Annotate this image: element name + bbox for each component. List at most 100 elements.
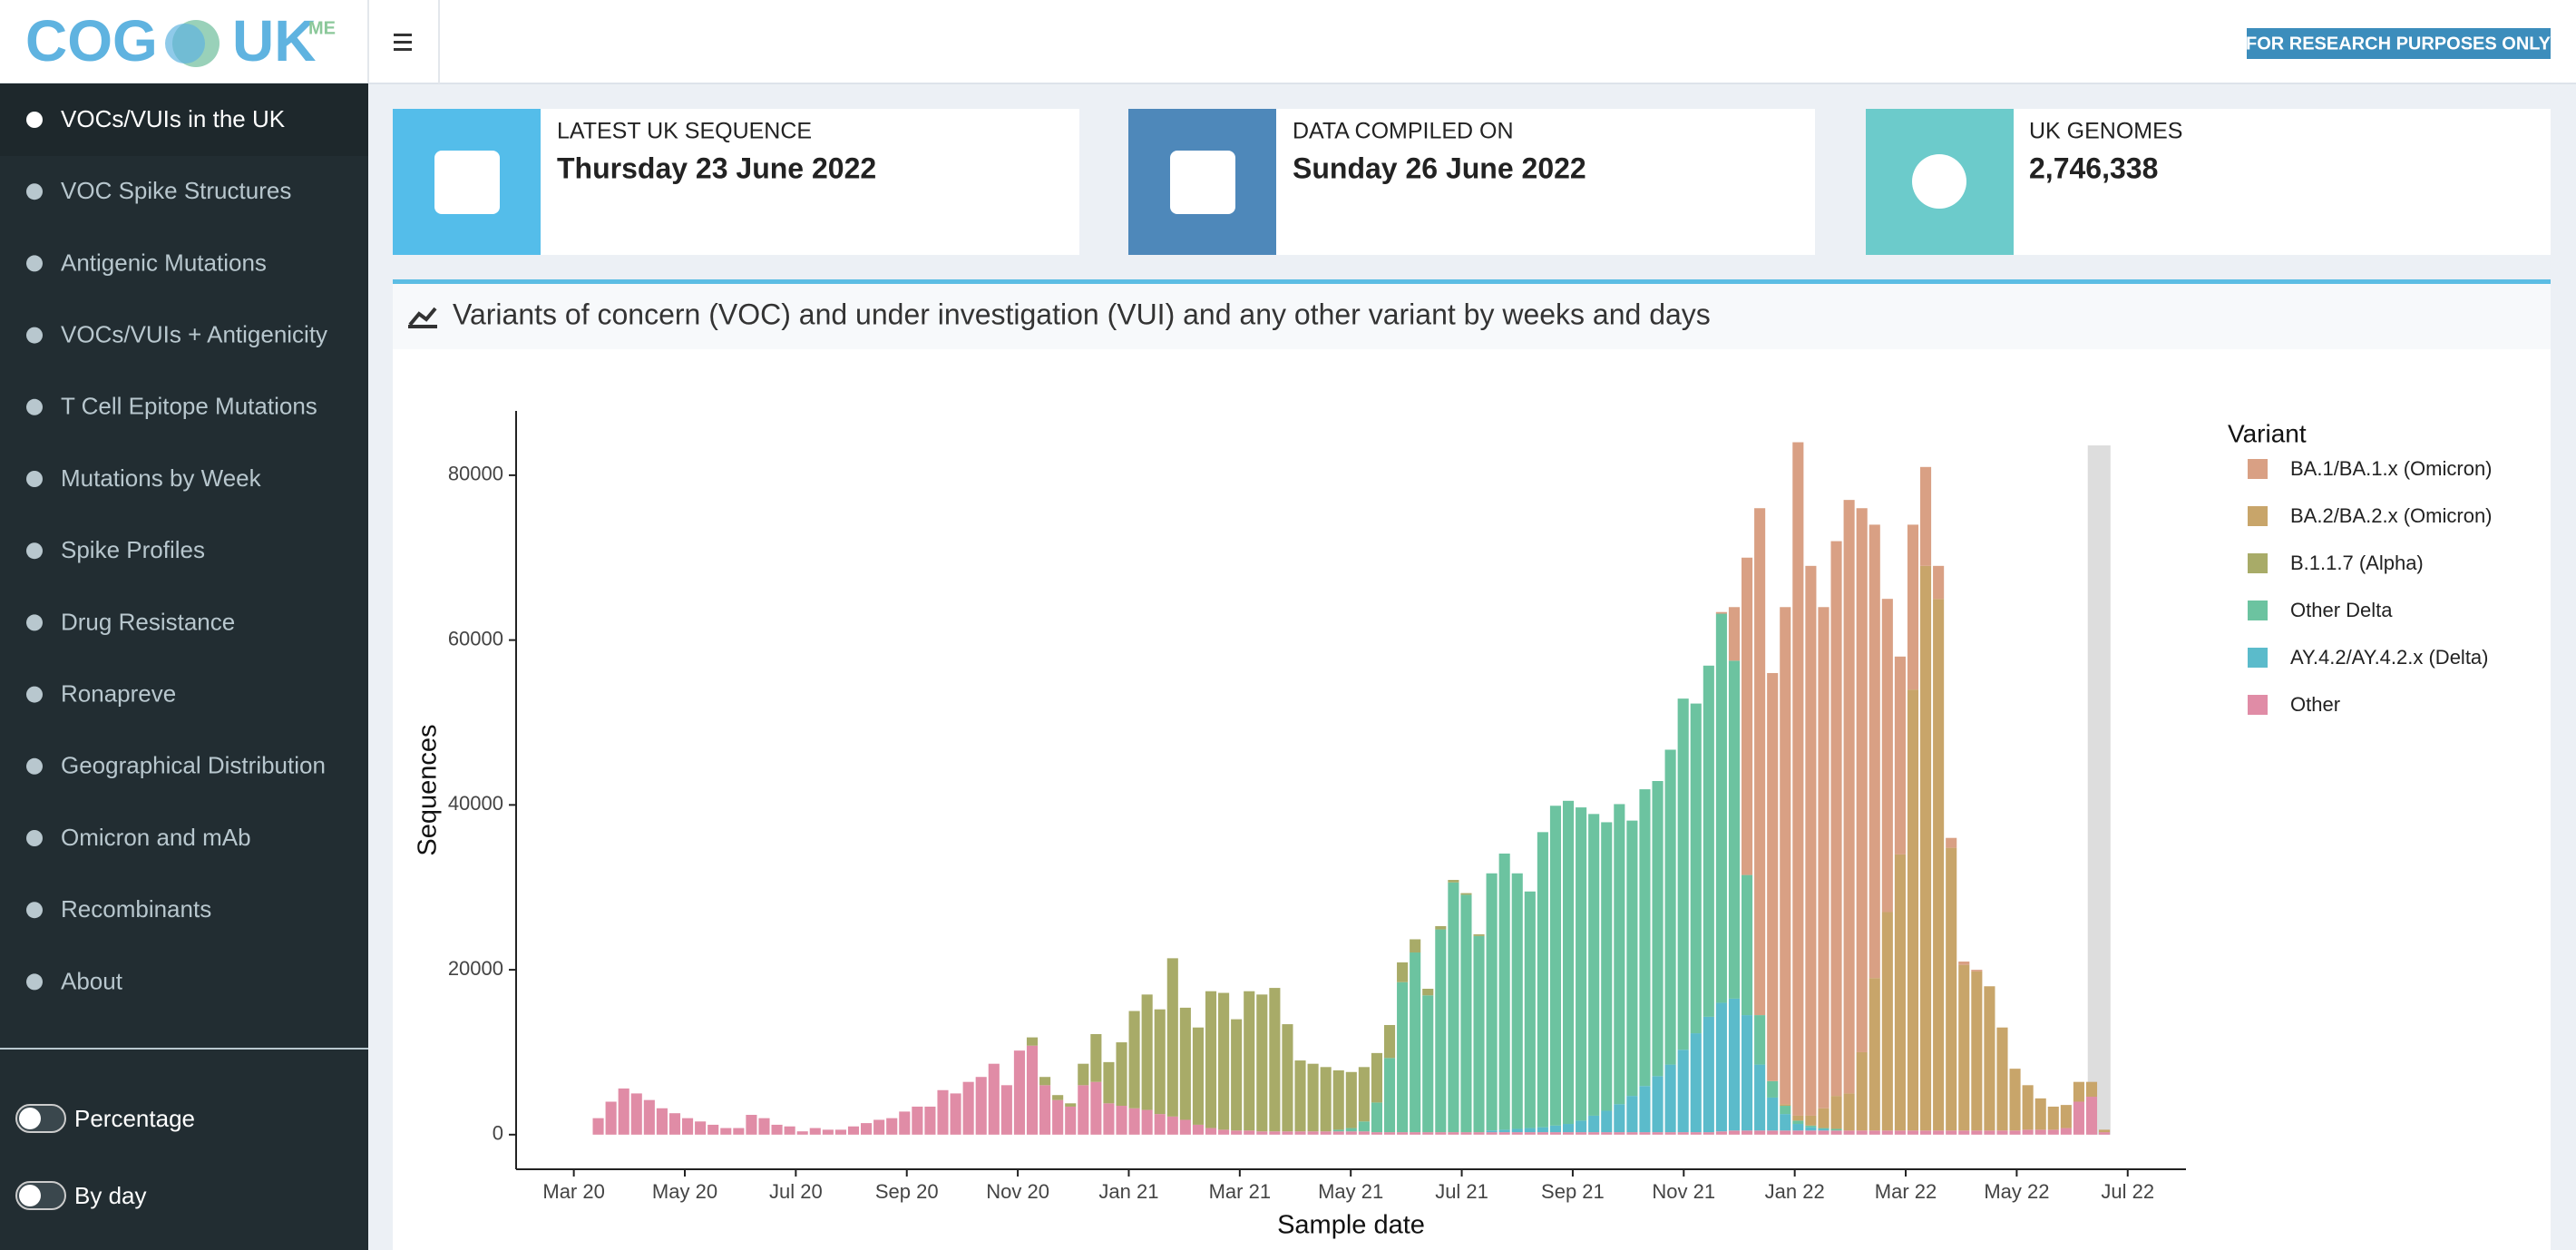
sidebar-item[interactable]: Drug Resistance xyxy=(26,608,235,635)
bar-segment xyxy=(1626,820,1638,1097)
sidebar-item[interactable]: VOCs/VUIs + Antigenicity xyxy=(26,320,327,347)
hamburger-line xyxy=(394,48,412,51)
bar-segment xyxy=(1383,1024,1396,1059)
sidebar-item[interactable]: VOCs/VUIs in the UK xyxy=(26,105,286,132)
bar-segment xyxy=(1448,880,1459,883)
bar-segment xyxy=(1460,894,1472,1133)
legend-item[interactable]: Other Delta xyxy=(2248,599,2393,621)
bar-segment xyxy=(1345,1071,1357,1128)
bar-segment xyxy=(1435,929,1447,1133)
card-label: UK GENOMES xyxy=(2029,119,2182,144)
menu-toggle[interactable] xyxy=(394,34,412,51)
toggle[interactable]: By day xyxy=(15,1181,147,1210)
bar-segment xyxy=(1562,800,1575,1125)
bar-segment xyxy=(1294,1060,1306,1132)
bar-segment xyxy=(1103,1061,1115,1104)
logo[interactable]: COG UK ME xyxy=(25,8,336,73)
sidebar-item[interactable]: VOC Spike Structures xyxy=(26,177,291,204)
bar-segment xyxy=(1767,672,1779,1081)
bar-segment xyxy=(1588,1115,1600,1133)
bar-segment xyxy=(1984,1130,1995,1135)
menu-label: VOCs/VUIs in the UK xyxy=(61,105,286,132)
legend-item[interactable]: BA.2/BA.2.x (Omicron) xyxy=(2248,504,2493,527)
x-tick-label: Nov 20 xyxy=(986,1180,1049,1203)
bar-segment xyxy=(1026,1045,1039,1135)
bar-segment xyxy=(1639,789,1651,1087)
bar-segment xyxy=(746,1115,757,1135)
legend-item[interactable]: B.1.1.7 (Alpha) xyxy=(2248,552,2424,574)
highlight-band xyxy=(2087,445,2111,1135)
bar-segment xyxy=(1486,873,1498,1131)
bar-segment xyxy=(1830,1130,1842,1135)
bar-segment xyxy=(2022,1129,2034,1135)
legend-swatch xyxy=(2248,459,2268,479)
legend-swatch xyxy=(2248,648,2268,668)
bar-segment xyxy=(1078,1063,1089,1086)
bar-segment xyxy=(1576,807,1587,1121)
bar-segment xyxy=(1741,557,1753,875)
bar-segment xyxy=(1269,1131,1281,1135)
bar-segment xyxy=(771,1124,783,1135)
bar-segment xyxy=(1639,1132,1651,1135)
legend-item[interactable]: Other xyxy=(2248,693,2340,716)
legend-label: Other xyxy=(2290,693,2340,716)
menu-icon xyxy=(26,973,43,991)
sidebar-item[interactable]: Ronapreve xyxy=(26,679,176,707)
bar-segment xyxy=(1984,986,1995,1131)
bar-segment xyxy=(1524,891,1536,1128)
logo-superscript: ME xyxy=(308,18,336,38)
menu-label: Drug Resistance xyxy=(61,608,235,635)
bar-segment xyxy=(2085,1097,2098,1135)
bar-segment xyxy=(1141,994,1153,1110)
bar-segment xyxy=(1460,893,1472,895)
sidebar-item[interactable]: Geographical Distribution xyxy=(26,752,326,779)
bar-segment xyxy=(1537,1127,1548,1133)
toggle[interactable]: Percentage xyxy=(15,1104,195,1133)
bar-segment xyxy=(1282,1024,1293,1132)
menu-label: VOC Spike Structures xyxy=(61,177,291,204)
bar-segment xyxy=(2022,1085,2034,1130)
sidebar-item[interactable]: T Cell Epitope Mutations xyxy=(26,393,317,420)
bar-segment xyxy=(1652,1076,1664,1133)
bar-segment xyxy=(2034,1129,2046,1135)
x-tick-label: Sep 21 xyxy=(1541,1180,1605,1203)
legend-label: B.1.1.7 (Alpha) xyxy=(2290,552,2424,574)
sidebar-item[interactable]: Spike Profiles xyxy=(26,536,205,563)
bar-segment xyxy=(1703,1132,1714,1135)
bar-segment xyxy=(1231,1130,1243,1135)
bar-segment xyxy=(2009,1130,2021,1135)
bar-segment xyxy=(1358,1131,1370,1135)
sidebar-item[interactable]: About xyxy=(26,967,123,994)
bar-segment xyxy=(1192,1124,1204,1135)
bar-segment xyxy=(1601,822,1613,1111)
sidebar-item[interactable]: Omicron and mAb xyxy=(26,824,251,851)
sidebar-item[interactable]: Recombinants xyxy=(26,895,211,923)
bar-segment xyxy=(758,1118,770,1135)
bar-segment xyxy=(1728,607,1741,661)
legend-item[interactable]: BA.1/BA.1.x (Omicron) xyxy=(2248,457,2493,480)
bar-segment xyxy=(1154,1009,1166,1115)
bar-segment xyxy=(1856,1051,1868,1131)
bar-segment xyxy=(937,1089,949,1135)
bar-segment xyxy=(668,1113,681,1135)
bar-segment xyxy=(1498,1129,1510,1133)
x-tick-label: May 22 xyxy=(1984,1180,2049,1203)
legend-item[interactable]: AY.4.2/AY.4.2.x (Delta) xyxy=(2248,646,2489,669)
menu-label: About xyxy=(61,967,123,994)
bar-segment xyxy=(1958,964,1970,1131)
bar-segment xyxy=(784,1126,795,1135)
menu-label: Omicron and mAb xyxy=(61,824,251,851)
bar-segment xyxy=(2073,1101,2084,1135)
bar-segment xyxy=(988,1063,1000,1135)
legend-swatch xyxy=(2248,553,2268,573)
sidebar-item[interactable]: Mutations by Week xyxy=(26,464,262,492)
bar-segment xyxy=(1154,1114,1166,1135)
bar-segment xyxy=(1244,991,1255,1131)
header-bar xyxy=(0,0,2576,83)
bar-segment xyxy=(1780,1114,1791,1131)
bar-segment xyxy=(1307,1131,1319,1135)
legend-swatch xyxy=(2248,695,2268,715)
bar-segment xyxy=(1498,853,1510,1130)
bar-segment xyxy=(1524,1132,1536,1135)
sidebar-item[interactable]: Antigenic Mutations xyxy=(26,249,267,276)
